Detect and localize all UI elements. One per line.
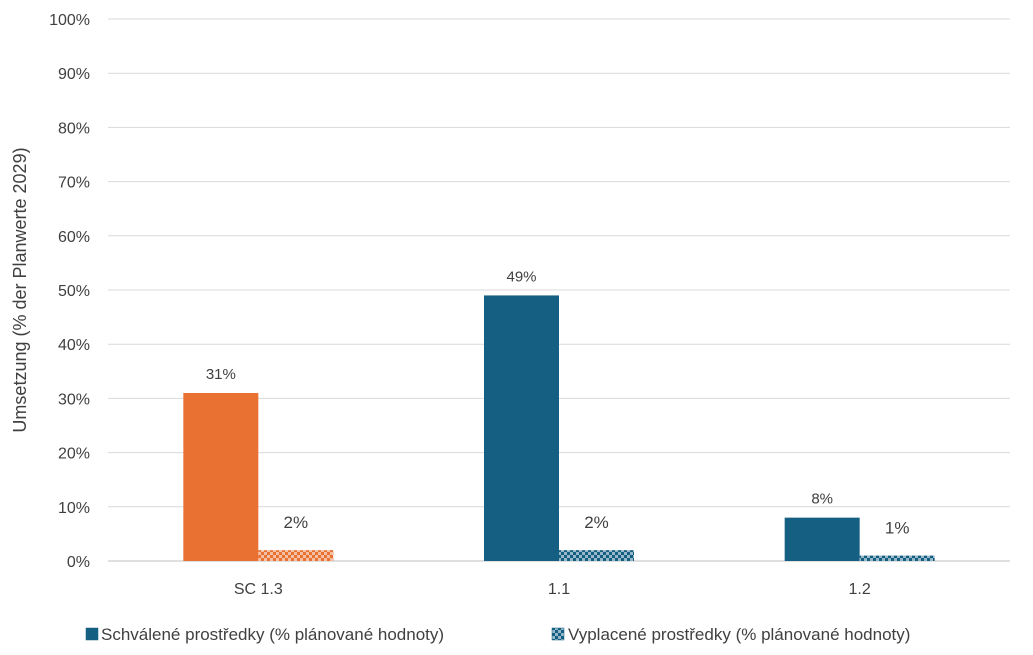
y-tick-label: 10% [58,500,90,517]
y-tick-label: 70% [58,175,90,192]
data-label: 1% [885,519,910,538]
legend-label: Schválené prostředky (% plánované hodnot… [101,625,444,644]
y-tick-label: 0% [67,554,90,571]
paid-bar [258,550,334,561]
approved-bar [784,517,860,561]
y-tick-label: 20% [58,446,90,463]
legend-label: Vyplacené prostředky (% plánované hodnot… [568,625,910,644]
bars [183,295,935,561]
legend-swatch [551,627,565,641]
y-tick-label: 100% [49,12,90,29]
y-tick-label: 50% [58,283,90,300]
data-label: 2% [584,513,609,532]
y-tick-label: 60% [58,229,90,246]
paid-bar [559,550,634,561]
y-tick-label: 40% [58,337,90,354]
legend-item-paid: Vyplacené prostředky (% plánované hodnot… [551,625,910,644]
legend-swatch [85,627,99,641]
data-labels: 31% 2% 49% 2% 8% 1% [206,268,910,537]
approved-bar [183,392,259,561]
data-label: 8% [811,491,833,508]
x-tick-label: 1.1 [548,581,570,598]
x-tick-label: SC 1.3 [234,581,283,598]
legend: Schválené prostředky (% plánované hodnot… [85,625,910,644]
data-label: 31% [206,366,236,383]
legend-item-approved: Schválené prostředky (% plánované hodnot… [85,625,444,644]
x-tick-labels: SC 1.3 1.1 1.2 [234,581,871,598]
y-tick-labels: 0% 10% 20% 30% 40% 50% 60% 70% 80% 90% 100% [49,12,90,571]
x-tick-label: 1.2 [849,581,871,598]
y-tick-label: 90% [58,66,90,83]
data-label: 49% [506,268,536,285]
approved-bar [484,295,559,561]
y-axis-title: Umsetzung (% der Planwerte 2029) [10,147,30,432]
y-tick-label: 80% [58,120,90,137]
y-tick-label: 30% [58,391,90,408]
data-label: 2% [284,513,309,532]
paid-bar [859,555,935,561]
